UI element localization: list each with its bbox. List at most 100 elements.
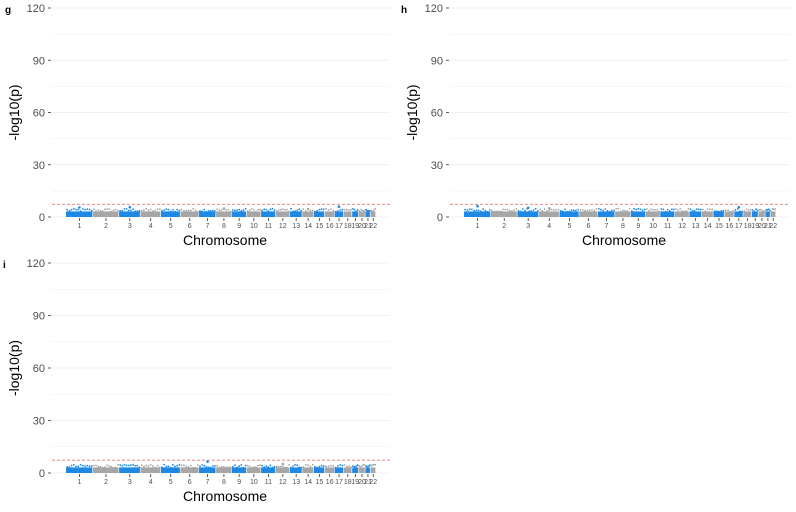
snp-point xyxy=(718,210,720,213)
snp-point xyxy=(330,464,332,467)
snp-point xyxy=(541,209,544,212)
chr-20-points xyxy=(358,467,365,473)
snp-point xyxy=(244,464,247,467)
snp-point xyxy=(517,209,520,212)
snp-point xyxy=(750,208,752,211)
x-tick-label: 11 xyxy=(265,479,272,486)
chr-12-points xyxy=(675,211,689,217)
snp-point xyxy=(275,465,278,468)
snp-point xyxy=(325,207,327,210)
chr-19-points xyxy=(352,211,358,217)
snp-point xyxy=(110,210,113,213)
snp-point xyxy=(269,464,272,467)
snp-point xyxy=(90,209,93,212)
chr-9-points xyxy=(231,211,246,217)
snp-point xyxy=(302,466,305,468)
chr-8-points xyxy=(216,211,232,217)
snp-point xyxy=(353,465,356,468)
snp-point xyxy=(743,210,746,212)
snp-point xyxy=(129,209,132,212)
snp-point xyxy=(753,210,756,213)
chr-8-points xyxy=(216,467,232,473)
snp-point xyxy=(320,208,323,211)
x-tick-label: 21 xyxy=(364,479,372,486)
snp-point xyxy=(134,464,137,467)
snp-point xyxy=(613,209,615,212)
chr-8-points xyxy=(615,211,631,217)
snp-point xyxy=(248,465,251,468)
snp-point xyxy=(671,208,673,211)
snp-point xyxy=(70,208,73,211)
y-tick-label: 120 xyxy=(27,3,45,15)
snp-point xyxy=(145,464,148,467)
chr-21-points xyxy=(365,467,370,473)
snp-point xyxy=(666,208,669,211)
snp-point xyxy=(673,208,675,211)
snp-point xyxy=(281,465,284,468)
chr-15-points xyxy=(713,211,724,217)
snp-point xyxy=(138,466,141,469)
snp-point xyxy=(288,464,290,466)
snp-point xyxy=(273,209,276,212)
snp-point xyxy=(68,466,71,468)
snp-point xyxy=(316,209,319,212)
snp-point xyxy=(267,210,270,212)
snp-point xyxy=(163,209,166,212)
snp-point xyxy=(685,210,688,213)
chr-5-points xyxy=(161,211,180,217)
snp-point xyxy=(248,209,251,212)
snp-point xyxy=(134,210,137,213)
chr-11-points xyxy=(261,211,276,217)
snp-point xyxy=(774,208,777,211)
snp-point xyxy=(207,466,210,469)
snp-point xyxy=(95,210,97,213)
chr-14-points xyxy=(701,211,713,217)
snp-point xyxy=(650,208,652,211)
peak-point xyxy=(547,207,551,210)
snp-point xyxy=(318,208,321,211)
snp-point xyxy=(81,208,84,210)
x-tick-label: 14 xyxy=(304,479,312,486)
snp-point xyxy=(176,208,179,211)
snp-point xyxy=(156,208,159,210)
chr-12-points xyxy=(275,467,290,473)
snp-point xyxy=(269,208,272,211)
snp-point xyxy=(689,208,692,211)
snp-point xyxy=(502,208,504,211)
snp-point xyxy=(652,209,654,211)
snp-point xyxy=(192,466,195,469)
snp-point xyxy=(564,208,566,211)
snp-point xyxy=(631,210,633,212)
snp-point xyxy=(209,210,212,212)
snp-point xyxy=(178,463,181,466)
snp-point xyxy=(320,464,323,467)
snp-point xyxy=(214,210,216,213)
snp-point xyxy=(645,208,648,210)
snp-point xyxy=(147,465,150,468)
snp-point xyxy=(104,466,106,469)
snp-point xyxy=(374,207,377,210)
snp-point xyxy=(559,210,562,212)
x-tick-label: 17 xyxy=(335,479,343,486)
snp-point xyxy=(598,208,600,210)
chr-17-points xyxy=(334,467,343,473)
x-tick-label: 9 xyxy=(636,223,640,230)
chr-2-points xyxy=(92,467,119,473)
chr-3-points xyxy=(119,467,140,473)
snp-point xyxy=(593,209,596,212)
snp-point xyxy=(489,209,491,211)
snp-point xyxy=(702,208,704,211)
snp-point xyxy=(212,465,214,467)
snp-point xyxy=(209,466,212,469)
chr-4-points xyxy=(140,211,161,217)
x-tick-label: 6 xyxy=(587,223,591,230)
chr-11-points xyxy=(261,467,276,473)
x-tick-label: 22 xyxy=(369,479,377,486)
snp-point xyxy=(218,209,221,212)
snp-point xyxy=(77,208,80,211)
snp-point xyxy=(101,210,104,213)
snp-point xyxy=(513,209,515,212)
snp-point xyxy=(366,209,369,212)
snp-point xyxy=(112,466,115,469)
